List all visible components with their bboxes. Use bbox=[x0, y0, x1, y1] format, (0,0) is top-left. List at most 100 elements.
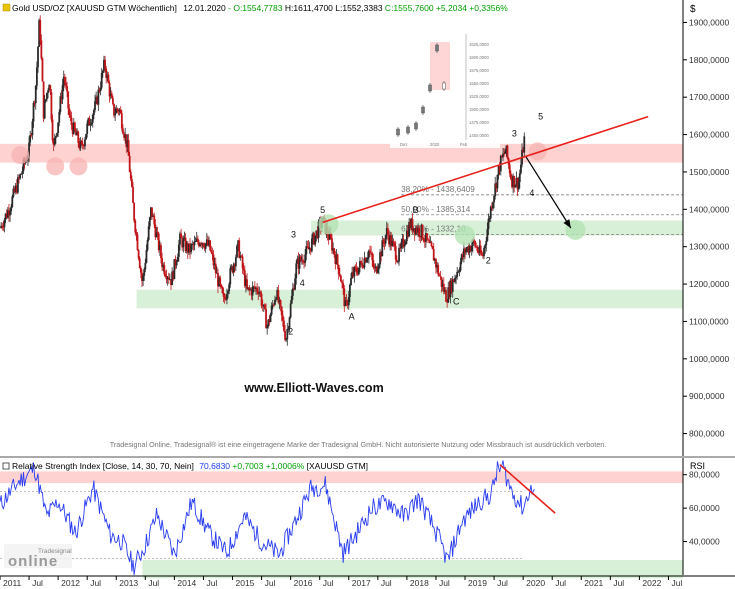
support-circle-0 bbox=[318, 214, 339, 235]
candle-body-404 bbox=[451, 279, 454, 292]
candle-body-252 bbox=[281, 315, 284, 321]
candle-409 bbox=[457, 269, 460, 274]
time-tick-label-5: Jul bbox=[148, 578, 159, 588]
candle-385 bbox=[430, 240, 433, 248]
candle-body-383 bbox=[428, 239, 431, 243]
candle-body-233 bbox=[260, 294, 263, 306]
candle-body-296 bbox=[331, 238, 333, 251]
candle-57 bbox=[63, 73, 66, 88]
candle-38 bbox=[42, 81, 45, 122]
candle-body-284 bbox=[317, 221, 320, 238]
candle-154 bbox=[172, 270, 175, 282]
candle-body-329 bbox=[367, 250, 370, 258]
candle-body-283 bbox=[316, 230, 319, 238]
candle-243 bbox=[271, 299, 274, 310]
wave-label-7: 2 bbox=[486, 256, 491, 266]
candle-84 bbox=[94, 94, 96, 113]
time-tick-label-3: Jul bbox=[90, 578, 101, 588]
candle-body-87 bbox=[97, 89, 100, 105]
candle-body-422 bbox=[471, 239, 474, 246]
candle-144 bbox=[161, 252, 163, 271]
candle-108 bbox=[120, 110, 123, 132]
candle-body-154 bbox=[172, 271, 175, 280]
candle-165 bbox=[184, 233, 187, 253]
candle-230 bbox=[257, 286, 260, 301]
candle-274 bbox=[306, 241, 309, 249]
candle-body-425 bbox=[475, 246, 478, 248]
candle-body-17 bbox=[19, 174, 22, 179]
candle-398 bbox=[445, 286, 447, 302]
candle-219 bbox=[245, 275, 247, 293]
candle-body-258 bbox=[288, 317, 291, 329]
candle-body-204 bbox=[228, 284, 231, 292]
candle-233 bbox=[260, 290, 263, 309]
candle-229 bbox=[256, 282, 259, 296]
candle-body-348 bbox=[389, 235, 392, 245]
candle-40 bbox=[44, 98, 47, 103]
candle-body-416 bbox=[465, 249, 468, 253]
candle-body-143 bbox=[160, 245, 162, 259]
candle-body-14 bbox=[15, 185, 18, 193]
candle-body-242 bbox=[270, 305, 273, 315]
candle-body-267 bbox=[298, 256, 301, 269]
candle-109 bbox=[122, 124, 124, 135]
candle-body-376 bbox=[420, 224, 423, 238]
candle-body-409 bbox=[457, 271, 460, 273]
candle-body-79 bbox=[88, 118, 91, 126]
svg-text:Relative Strength Index [Close: Relative Strength Index [Close, 14, 30, … bbox=[12, 461, 368, 471]
candle-body-345 bbox=[385, 228, 388, 236]
candle-228 bbox=[255, 286, 257, 295]
wave-labels: 5 3 4 2 A B C 2 3 4 5 bbox=[288, 112, 543, 337]
candle-body-297 bbox=[332, 248, 335, 251]
candle-body-300 bbox=[335, 254, 338, 265]
candle-316 bbox=[353, 265, 356, 283]
candle-386 bbox=[431, 245, 434, 250]
candle-body-457 bbox=[511, 178, 513, 188]
candle-305 bbox=[341, 279, 343, 289]
candle-356 bbox=[398, 243, 400, 266]
time-tick-label-11: Jul bbox=[323, 578, 334, 588]
candle-body-121 bbox=[135, 232, 138, 235]
candle-42 bbox=[47, 88, 49, 99]
candle-267 bbox=[298, 253, 301, 275]
candle-body-58 bbox=[65, 82, 67, 86]
fibonacci-levels: 38,20% - 1438,6409 50,00% - 1385,314 61,80… bbox=[401, 185, 683, 236]
resistance-circle-0 bbox=[11, 146, 30, 165]
rsi-instrument: [XAUUSD GTM] bbox=[307, 461, 368, 471]
candle-body-169 bbox=[189, 243, 191, 253]
candle-body-12 bbox=[13, 188, 16, 192]
candle-48 bbox=[53, 133, 56, 147]
candle-357 bbox=[399, 243, 402, 253]
inset-xlabel-1: 2020 bbox=[430, 142, 440, 147]
candle-152 bbox=[170, 279, 172, 291]
candle-35 bbox=[39, 15, 42, 45]
candle-body-410 bbox=[458, 270, 461, 272]
candle-121 bbox=[135, 228, 138, 241]
candle-426 bbox=[476, 245, 479, 254]
candle-271 bbox=[303, 260, 305, 269]
candle-318 bbox=[355, 262, 358, 276]
candle-body-161 bbox=[180, 233, 182, 238]
resistance-circle-1 bbox=[46, 157, 65, 176]
candle-body-435 bbox=[486, 229, 489, 241]
candle-body-426 bbox=[476, 246, 479, 251]
candle-216 bbox=[241, 253, 244, 274]
candle-331 bbox=[370, 246, 373, 255]
candle-body-276 bbox=[308, 247, 311, 250]
price-tick-label-1: 1800,0000 bbox=[689, 55, 729, 65]
time-tick-label-0: 2011 bbox=[3, 578, 22, 588]
candle-77 bbox=[86, 120, 89, 138]
candle-406 bbox=[454, 274, 456, 284]
candle-399 bbox=[446, 298, 449, 308]
rsi-trendline bbox=[499, 464, 556, 514]
candle-body-160 bbox=[179, 233, 181, 245]
candle-body-407 bbox=[455, 276, 457, 279]
candle-432 bbox=[483, 246, 485, 260]
candle-body-68 bbox=[76, 131, 79, 136]
candle-body-340 bbox=[380, 252, 383, 257]
candle-body-28 bbox=[31, 121, 34, 136]
candle-body-44 bbox=[49, 85, 52, 93]
candle-439 bbox=[490, 202, 493, 211]
inset-tick-2: 1575,0000 bbox=[469, 68, 489, 73]
candle-body-99 bbox=[110, 93, 113, 98]
